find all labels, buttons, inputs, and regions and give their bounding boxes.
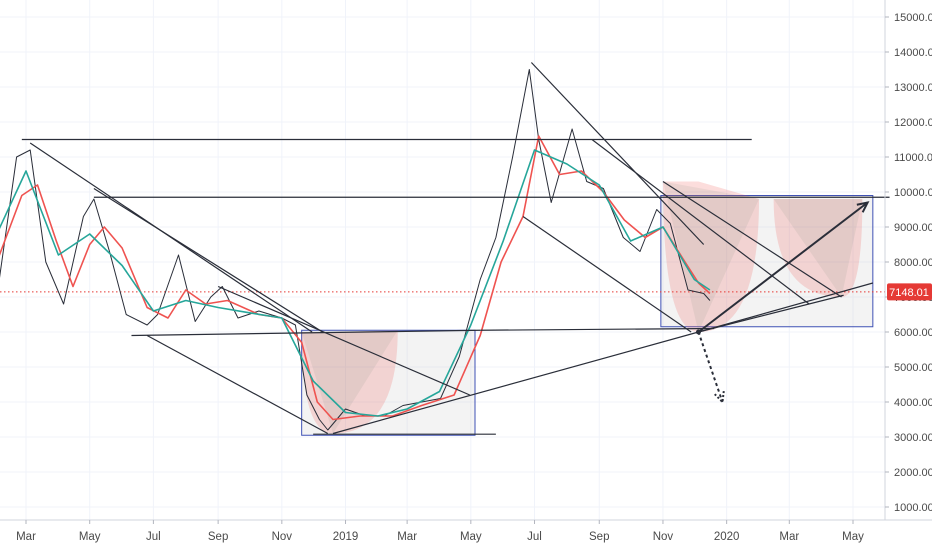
trend-line-7 [217, 285, 471, 396]
trend-line-14 [591, 139, 810, 305]
trend-line-13 [662, 180, 842, 298]
y-tick-label-12: 13000.00 [894, 82, 932, 94]
last-price-badge [887, 283, 932, 301]
y-tick-label-1: 2000.00 [894, 467, 932, 479]
trend-line-3 [480, 327, 715, 331]
projection-curves [301, 181, 863, 434]
trend-line-11 [530, 62, 705, 245]
arrow-shaft-1 [697, 331, 724, 403]
price-series [0, 69, 711, 431]
projection-curve-1 [662, 181, 760, 332]
x-tick-label-8: Jul [527, 531, 542, 543]
x-tick-label-5: 2019 [333, 531, 359, 543]
range-boxes [301, 195, 874, 436]
y-tick-label-0: 1000.00 [894, 502, 932, 514]
trend-line-9 [332, 331, 699, 435]
trend-line-2 [131, 329, 481, 337]
trend-line-12 [522, 216, 692, 333]
y-tick-label-13: 14000.00 [894, 47, 932, 59]
x-tick-label-4: Nov [272, 531, 293, 543]
x-tick-label-6: Mar [397, 531, 417, 543]
trend-line-10 [698, 282, 874, 333]
trend-line-6 [93, 187, 323, 333]
y-tick-label-5: 6000.00 [894, 327, 932, 339]
series-line-2 [0, 149, 711, 417]
y-tick-label-2: 3000.00 [894, 432, 932, 444]
arrow-shaft-0 [697, 201, 869, 333]
projection-arrows [695, 201, 870, 405]
trend-line-15 [698, 294, 844, 333]
y-tick-label-10: 11000.00 [894, 152, 932, 164]
y-tick-label-3: 4000.00 [894, 397, 932, 409]
projection-curve-0 [301, 330, 398, 434]
x-tick-label-12: Mar [779, 531, 799, 543]
x-tick-label-1: May [79, 531, 101, 543]
y-tick-label-4: 5000.00 [894, 362, 932, 374]
x-tick-label-9: Sep [589, 531, 609, 543]
last-price-value: 7148.01 [889, 287, 929, 299]
x-tick-label-0: Mar [16, 531, 36, 543]
last-price-tag: 7148.01 [887, 283, 932, 301]
x-tick-label-7: May [460, 531, 482, 543]
grid-lines [0, 0, 885, 520]
x-tick-label-3: Sep [208, 531, 228, 543]
y-tick-label-11: 12000.00 [894, 117, 932, 129]
projection-fan-1 [662, 181, 760, 332]
y-tick-label-8: 9000.00 [894, 222, 932, 234]
series-line-1 [0, 135, 711, 421]
y-tick-label-9: 10000.00 [894, 187, 932, 199]
x-tick-label-10: Nov [653, 531, 674, 543]
x-tick-label-2: Jul [146, 531, 161, 543]
y-tick-label-14: 15000.00 [894, 12, 932, 24]
projection-fan-0 [301, 330, 398, 434]
price-axis[interactable]: 1000.00 2000.00 3000.00 4000.00 5000.00 6000.… [885, 12, 932, 514]
time-axis[interactable]: Mar May Jul Sep Nov 2019 Mar May Jul Sep Nov 2020 Ma… [16, 520, 864, 543]
trend-lines [21, 62, 890, 435]
x-tick-label-13: May [842, 531, 864, 543]
arrow-head-0 [856, 201, 870, 213]
range-box-1 [660, 195, 874, 328]
pivot-point [695, 329, 701, 335]
x-tick-label-11: 2020 [714, 531, 740, 543]
trend-line-8 [146, 334, 329, 435]
y-tick-label-7: 8000.00 [894, 257, 932, 269]
